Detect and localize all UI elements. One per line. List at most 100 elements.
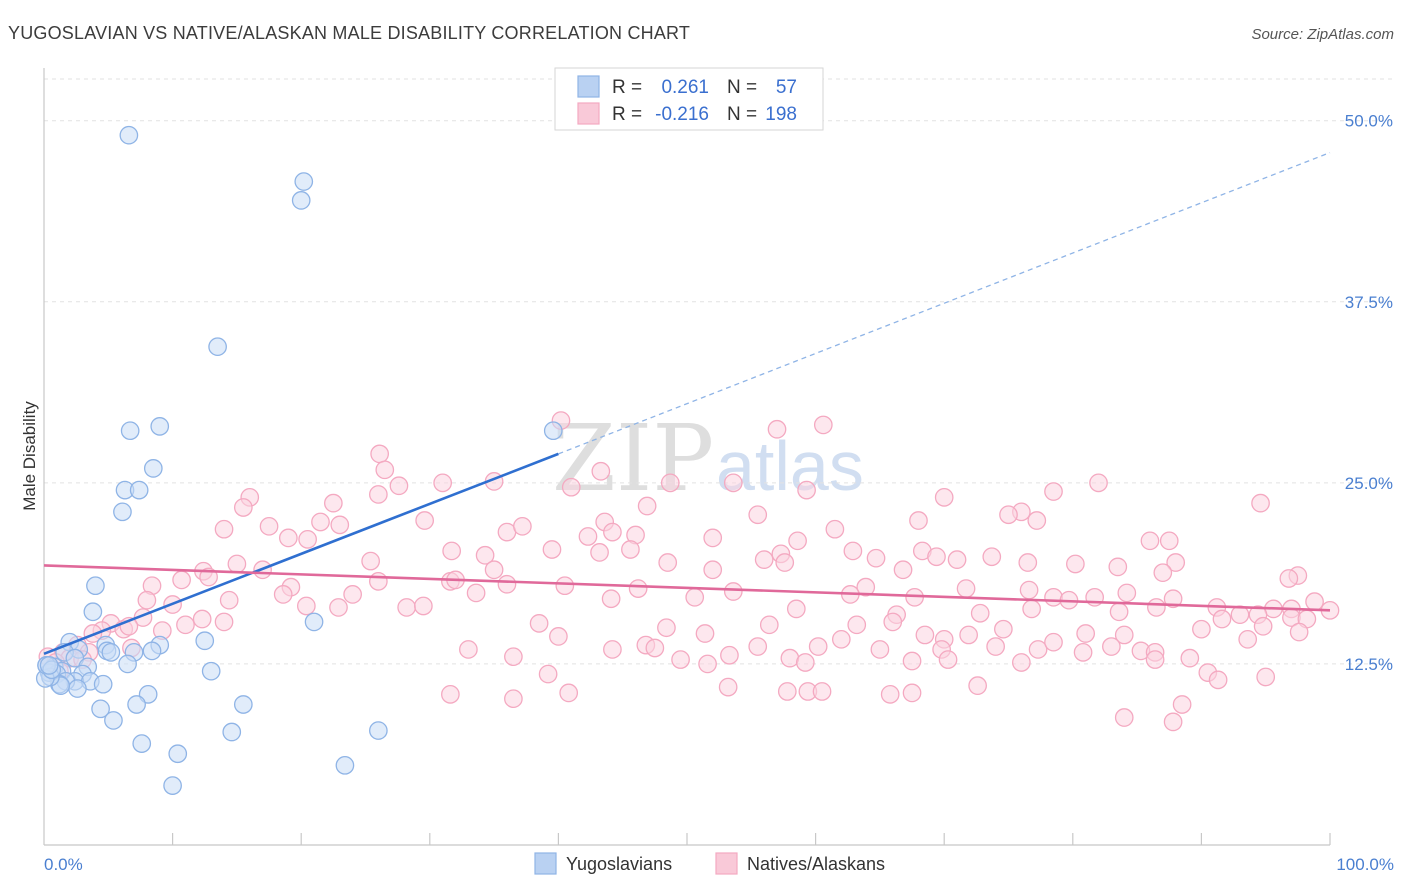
native-point-140 [1114, 625, 1134, 645]
native-point-67 [893, 560, 913, 580]
native-point-28 [513, 516, 532, 536]
yugoslavian-point-46 [127, 695, 146, 714]
native-point-71 [361, 551, 380, 571]
native-point-48 [866, 548, 886, 568]
y-tick-label-3: 50.0% [1345, 112, 1393, 131]
native-point-39 [788, 531, 807, 551]
native-point-63 [703, 560, 723, 580]
native-point-42 [1159, 531, 1179, 551]
trend-line-yugoslavians-extension [558, 151, 1331, 455]
native-point-196 [968, 676, 987, 696]
native-point-55 [621, 540, 640, 559]
native-point-129 [176, 615, 195, 635]
yugoslavian-point-55 [543, 421, 563, 441]
native-point-16 [1251, 493, 1270, 513]
native-point-189 [538, 664, 558, 684]
native-point-34 [278, 528, 298, 548]
native-point-40 [999, 505, 1018, 525]
native-point-181 [795, 653, 815, 672]
native-point-163 [831, 629, 851, 649]
yugoslavian-point-41 [201, 661, 221, 681]
native-point-105 [296, 596, 316, 616]
yugoslavian-point-12 [304, 612, 324, 632]
native-point-177 [459, 640, 478, 659]
trend-line-natives-alaskans [43, 564, 1331, 612]
native-point-174 [1180, 648, 1200, 668]
stats-r-label-0: R = [612, 77, 642, 98]
legend-label-yugoslavians: Yugoslavians [566, 854, 672, 874]
native-point-49 [754, 550, 774, 569]
native-point-58 [947, 550, 967, 569]
native-point-188 [1256, 667, 1276, 687]
native-point-184 [1012, 653, 1031, 672]
native-point-9 [660, 473, 680, 493]
native-point-15 [1044, 482, 1063, 501]
native-point-146 [1076, 624, 1096, 643]
native-point-101 [219, 590, 239, 610]
native-point-98 [273, 585, 293, 604]
native-point-107 [685, 587, 705, 607]
native-point-57 [927, 547, 946, 567]
native-point-112 [1147, 598, 1166, 617]
native-point-131 [549, 627, 568, 646]
series-natives-alaskans [38, 411, 1340, 732]
native-point-143 [1289, 622, 1309, 642]
yugoslavian-point-53 [335, 755, 355, 775]
native-point-193 [812, 682, 832, 701]
yugoslavian-point-9 [113, 502, 132, 522]
native-point-12 [797, 480, 816, 500]
stats-r-value-1: -0.216 [655, 104, 709, 125]
native-point-197 [441, 684, 460, 704]
yugoslavian-point-21 [65, 648, 85, 668]
native-point-136 [847, 615, 867, 635]
native-point-81 [497, 574, 517, 594]
native-point-11 [561, 477, 581, 497]
series-yugoslavians [35, 125, 563, 795]
native-point-60 [603, 522, 622, 542]
native-point-26 [909, 511, 928, 530]
yugoslavian-point-5 [150, 417, 170, 436]
native-point-43 [1166, 553, 1186, 572]
native-point-4 [375, 460, 395, 480]
stats-box: R = 0.261 N = 57 R = -0.216 N = 198 [554, 67, 824, 131]
legend-swatch-yugoslavians [534, 852, 557, 875]
native-point-198 [504, 689, 523, 709]
native-point-86 [956, 579, 976, 598]
native-point-35 [298, 530, 317, 549]
yugoslavian-point-18 [142, 641, 162, 661]
native-point-133 [657, 618, 676, 638]
yugoslavian-point-50 [222, 722, 242, 742]
watermark-atlas: atlas [716, 427, 864, 505]
native-point-159 [645, 638, 665, 658]
yugoslavian-point-24 [118, 654, 137, 674]
native-point-66 [775, 553, 795, 572]
yugoslavian-point-56 [39, 656, 59, 675]
native-point-32 [259, 516, 279, 536]
yugoslavian-point-20 [101, 642, 121, 662]
native-point-191 [777, 682, 797, 701]
native-point-25 [748, 505, 768, 525]
native-point-14 [934, 487, 954, 507]
stats-swatch-blue [577, 75, 600, 98]
chart-source: Source: ZipAtlas.com [1251, 26, 1394, 43]
watermark: ZIP atlas [552, 405, 864, 512]
native-point-202 [1163, 712, 1183, 732]
native-point-132 [529, 614, 549, 633]
yugoslavian-point-51 [132, 734, 152, 753]
native-point-176 [504, 647, 523, 667]
native-point-187 [1208, 670, 1228, 690]
native-point-171 [1102, 637, 1121, 656]
native-point-170 [1073, 642, 1093, 662]
native-point-108 [786, 599, 806, 619]
y-tick-label-2: 37.5% [1345, 293, 1393, 312]
native-point-13 [1089, 473, 1108, 493]
native-point-141 [1192, 619, 1211, 639]
native-point-195 [902, 683, 922, 703]
native-point-92 [1279, 569, 1299, 588]
stats-n-value-0: 57 [776, 77, 797, 98]
native-point-1 [767, 419, 787, 439]
yugoslavian-point-54 [163, 776, 182, 795]
native-point-72 [227, 554, 247, 574]
native-point-175 [603, 640, 622, 659]
native-point-70 [484, 560, 504, 580]
